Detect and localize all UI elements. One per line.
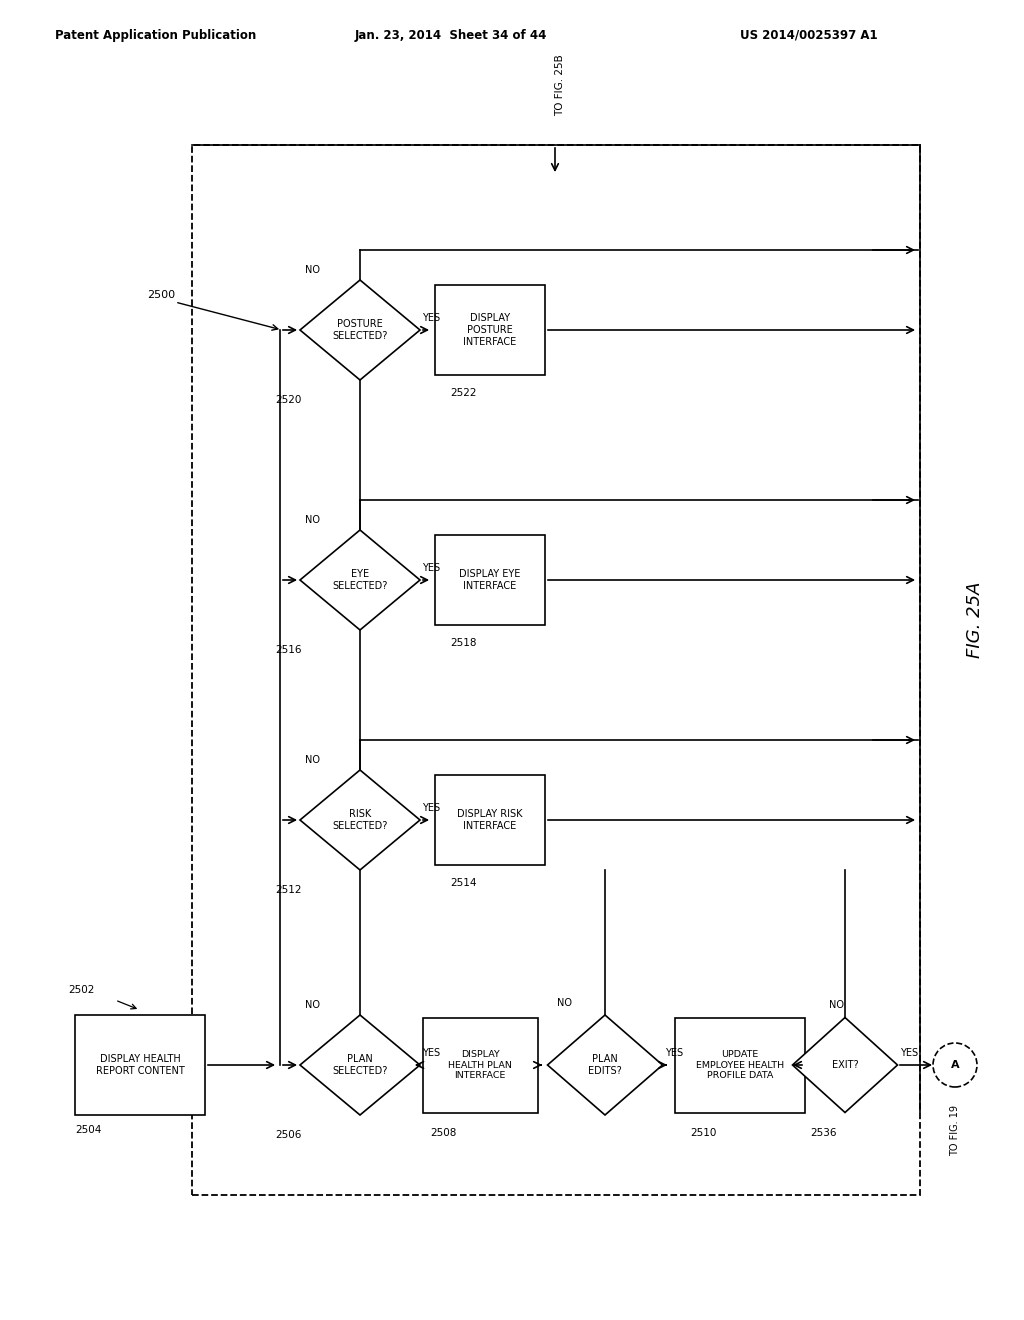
- Text: NO: NO: [304, 755, 319, 766]
- Text: RISK
SELECTED?: RISK SELECTED?: [333, 809, 388, 830]
- Text: NO: NO: [304, 1001, 319, 1010]
- Text: YES: YES: [422, 564, 440, 573]
- Text: 2518: 2518: [450, 638, 476, 648]
- FancyBboxPatch shape: [435, 535, 545, 624]
- Text: 2516: 2516: [275, 645, 301, 655]
- Text: 2514: 2514: [450, 878, 476, 888]
- Text: DISPLAY
HEALTH PLAN
INTERFACE: DISPLAY HEALTH PLAN INTERFACE: [449, 1051, 512, 1080]
- FancyBboxPatch shape: [435, 775, 545, 865]
- Text: Jan. 23, 2014  Sheet 34 of 44: Jan. 23, 2014 Sheet 34 of 44: [355, 29, 548, 41]
- Text: 2512: 2512: [275, 884, 301, 895]
- Text: YES: YES: [665, 1048, 683, 1059]
- Text: NO: NO: [304, 265, 319, 275]
- Text: YES: YES: [422, 803, 440, 813]
- Polygon shape: [300, 1015, 420, 1115]
- FancyBboxPatch shape: [193, 145, 920, 1195]
- Text: 2502: 2502: [69, 985, 95, 995]
- Text: 2500: 2500: [146, 290, 175, 300]
- FancyBboxPatch shape: [435, 285, 545, 375]
- Text: PLAN
SELECTED?: PLAN SELECTED?: [333, 1055, 388, 1076]
- Text: Patent Application Publication: Patent Application Publication: [55, 29, 256, 41]
- Text: EYE
SELECTED?: EYE SELECTED?: [333, 569, 388, 591]
- Text: YES: YES: [900, 1048, 919, 1059]
- Text: DISPLAY
POSTURE
INTERFACE: DISPLAY POSTURE INTERFACE: [464, 313, 517, 347]
- Text: 2504: 2504: [75, 1125, 101, 1135]
- Text: PLAN
EDITS?: PLAN EDITS?: [588, 1055, 622, 1076]
- Text: DISPLAY RISK
INTERFACE: DISPLAY RISK INTERFACE: [458, 809, 522, 830]
- Text: DISPLAY HEALTH
REPORT CONTENT: DISPLAY HEALTH REPORT CONTENT: [95, 1055, 184, 1076]
- Text: 2508: 2508: [430, 1129, 457, 1138]
- Text: TO FIG. 25B: TO FIG. 25B: [555, 54, 565, 116]
- Text: US 2014/0025397 A1: US 2014/0025397 A1: [740, 29, 878, 41]
- Text: 2536: 2536: [810, 1129, 837, 1138]
- Polygon shape: [300, 531, 420, 630]
- Text: FIG. 25A: FIG. 25A: [966, 582, 984, 659]
- Text: A: A: [950, 1060, 959, 1071]
- Text: YES: YES: [422, 1048, 440, 1059]
- Text: DISPLAY EYE
INTERFACE: DISPLAY EYE INTERFACE: [460, 569, 520, 591]
- FancyBboxPatch shape: [423, 1018, 538, 1113]
- FancyBboxPatch shape: [75, 1015, 205, 1115]
- Text: EXIT?: EXIT?: [831, 1060, 858, 1071]
- Polygon shape: [793, 1018, 897, 1113]
- Polygon shape: [300, 280, 420, 380]
- Polygon shape: [548, 1015, 663, 1115]
- Text: NO: NO: [304, 515, 319, 525]
- FancyBboxPatch shape: [675, 1018, 805, 1113]
- Text: 2510: 2510: [690, 1129, 717, 1138]
- Text: NO: NO: [557, 998, 572, 1008]
- Text: UPDATE
EMPLOYEE HEALTH
PROFILE DATA: UPDATE EMPLOYEE HEALTH PROFILE DATA: [696, 1051, 784, 1080]
- Text: 2506: 2506: [275, 1130, 301, 1140]
- Text: YES: YES: [422, 313, 440, 323]
- Text: NO: NO: [829, 1001, 845, 1010]
- Polygon shape: [300, 770, 420, 870]
- Text: 2520: 2520: [275, 395, 301, 405]
- Text: POSTURE
SELECTED?: POSTURE SELECTED?: [333, 319, 388, 341]
- Text: 2522: 2522: [450, 388, 476, 399]
- Text: TO FIG. 19: TO FIG. 19: [950, 1105, 961, 1156]
